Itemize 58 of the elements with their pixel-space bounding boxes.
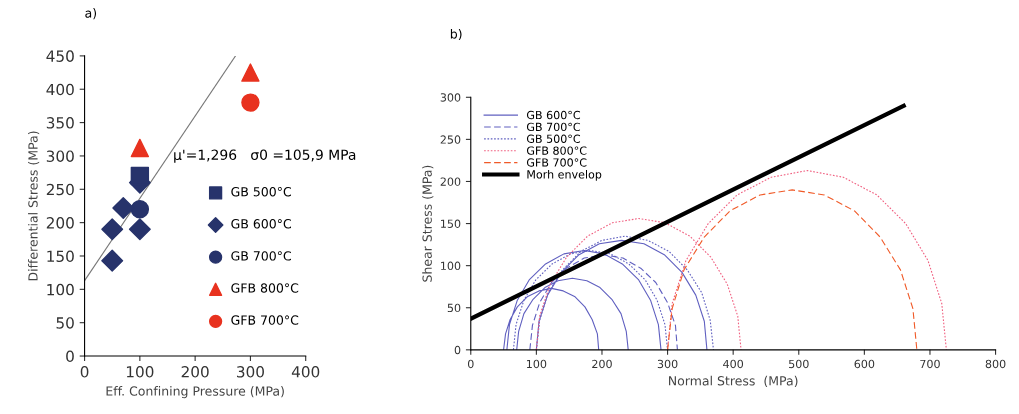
legend-label: Morh envelop	[527, 169, 602, 181]
legend-label: GB 500°C	[526, 134, 581, 143]
y-tick-label: 50	[447, 303, 461, 313]
x-tick-label: 200	[592, 359, 612, 369]
x-tick-label: 500	[789, 359, 809, 369]
x-axis-title: Normal Stress (MPa)	[669, 375, 798, 388]
point	[130, 166, 150, 186]
y-tick-label: 50	[56, 317, 74, 329]
y-tick-label: 450	[46, 50, 74, 62]
y-axis-title: Shear Stress (MPa)	[422, 165, 434, 282]
x-tick-label: 400	[723, 359, 744, 369]
annotation: μ'=1,296 σ0 =105,9 MPa	[174, 149, 356, 163]
legend-label: GB 600°C	[231, 219, 292, 229]
y-tick-label: 100	[47, 283, 74, 296]
y-tick-label: 250	[46, 183, 74, 196]
x-tick-label: 800	[985, 359, 1006, 369]
chart-title: b)	[450, 28, 462, 41]
x-axis-title: Eff. Confining Pressure (MPa)	[106, 386, 284, 399]
x-tick-label: 300	[237, 366, 264, 378]
point	[101, 218, 124, 241]
legend-label: GFB 700°C	[526, 158, 587, 167]
point	[101, 249, 124, 272]
legend-label: GB 700°C	[526, 122, 581, 132]
x-tick-label: 100	[126, 366, 154, 378]
point	[241, 93, 260, 112]
point	[241, 63, 260, 82]
x-tick-label: 0	[80, 366, 89, 378]
point	[112, 196, 135, 219]
y-tick-label: 350	[46, 117, 74, 129]
legend-label: GB 600°C	[526, 110, 581, 120]
legend-label: GFB 800°C	[231, 283, 299, 293]
x-tick-label: 300	[657, 359, 678, 369]
x-tick-label: 100	[526, 359, 547, 369]
y-tick-label: 0	[454, 345, 461, 355]
y-tick-label: 400	[46, 83, 74, 96]
legend-label: GB 500°C	[231, 186, 292, 197]
legend-label: GFB 800°C	[526, 146, 587, 155]
x-tick-label: 200	[181, 366, 209, 378]
x-tick-label: 400	[291, 366, 320, 378]
legend-label: GFB 700°C	[231, 315, 299, 325]
y-tick-label: 300	[440, 93, 461, 102]
y-tick-label: 300	[46, 150, 74, 162]
line-series	[667, 189, 918, 350]
y-tick-label: 200	[46, 217, 74, 229]
point	[130, 200, 150, 219]
y-tick-label: 250	[440, 135, 461, 144]
x-tick-label: 700	[920, 359, 940, 369]
x-tick-label: 600	[854, 359, 875, 369]
x-tick-label: 0	[467, 359, 474, 369]
point	[130, 138, 150, 158]
y-axis-title: Differential Stress (MPa)	[28, 131, 40, 281]
legend-label: GB 700°C	[231, 251, 292, 261]
y-tick-label: 150	[47, 250, 74, 263]
y-tick-label: 200	[440, 177, 461, 186]
chart-title: a)	[85, 8, 97, 20]
y-tick-label: 150	[441, 219, 461, 228]
y-tick-label: 100	[441, 261, 461, 271]
point	[128, 218, 151, 241]
